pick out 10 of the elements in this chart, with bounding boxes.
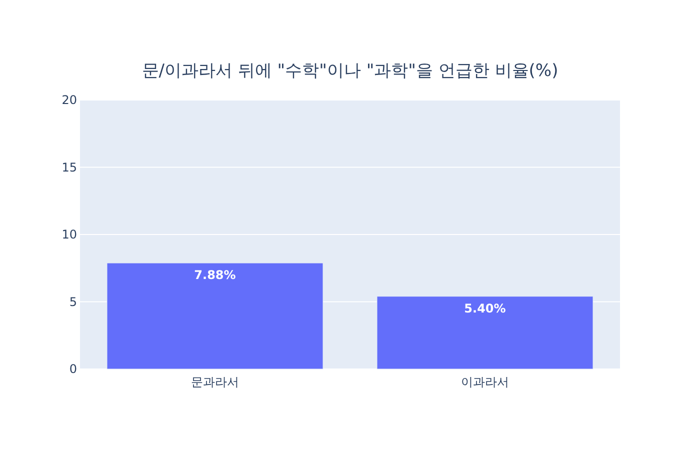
y-tick-label: 0: [69, 362, 77, 376]
data-label: 7.88%: [194, 268, 236, 282]
data-label: 5.40%: [464, 301, 506, 316]
chart-title: 문/이과라서 뒤에 "수학"이나 "과학"을 언급한 비율(%): [142, 61, 558, 81]
x-tick-label: 문과라서: [191, 375, 239, 389]
y-tick-label: 10: [62, 228, 77, 242]
y-tick-label: 15: [62, 160, 77, 174]
y-tick-label: 5: [69, 294, 77, 309]
x-tick-label: 이과라서: [461, 375, 509, 389]
y-tick-label: 20: [62, 93, 77, 107]
